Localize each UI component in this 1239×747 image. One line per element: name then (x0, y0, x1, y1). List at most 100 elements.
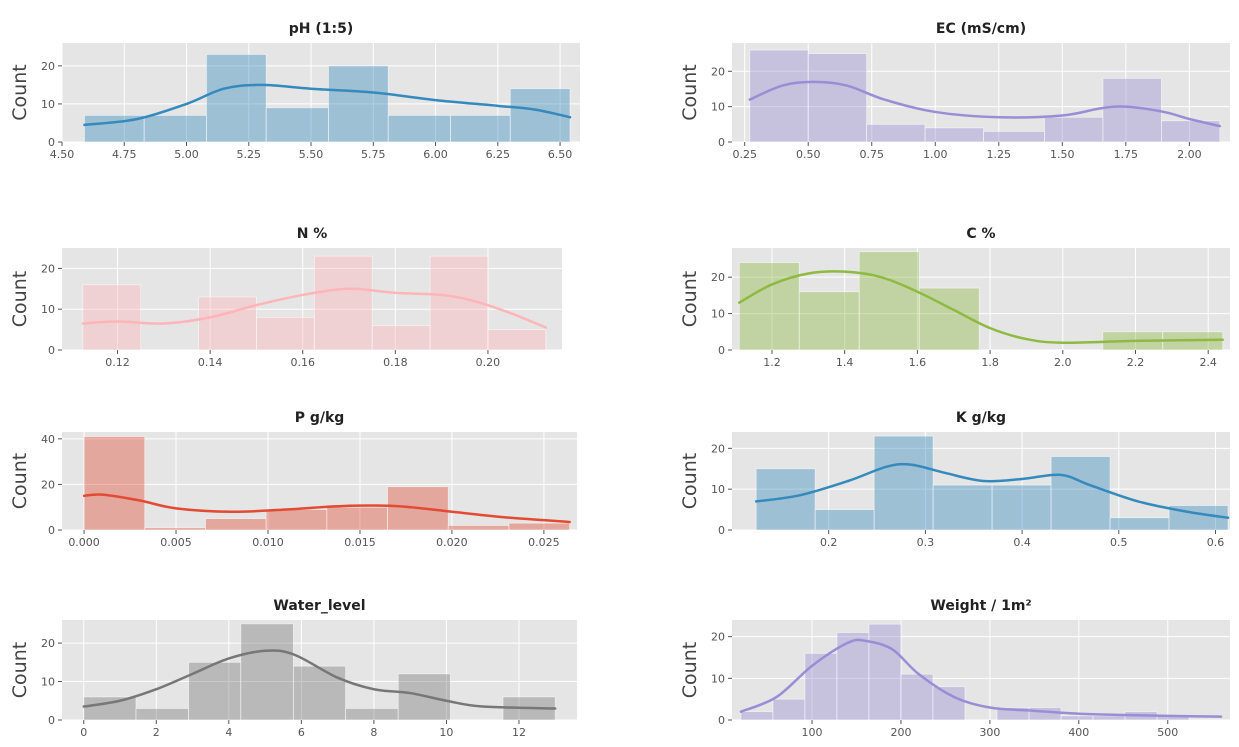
y-tick-label: 20 (711, 442, 725, 455)
histogram-bar (1044, 116, 1104, 143)
x-tick-label: 5.75 (361, 148, 386, 161)
x-tick-label: 2.0 (1054, 356, 1072, 369)
x-tick-label: 1.00 (923, 148, 948, 161)
x-tick-label: 0.010 (252, 536, 284, 549)
x-tick-label: 0.6 (1207, 536, 1225, 549)
histogram-bar (740, 711, 774, 721)
y-tick-label: 40 (41, 433, 55, 446)
x-tick-label: 300 (979, 726, 1000, 739)
x-tick-label: 1.6 (909, 356, 927, 369)
y-tick-label: 20 (41, 637, 55, 650)
x-tick-label: 0.5 (1110, 536, 1128, 549)
x-tick-label: 0.025 (528, 536, 560, 549)
plot-area (732, 248, 1230, 350)
y-tick-label: 20 (41, 262, 55, 275)
x-tick-label: 4.50 (50, 148, 75, 161)
kde-curve (748, 80, 1222, 128)
y-axis-label: Count (679, 271, 701, 327)
histogram-bar (1050, 456, 1111, 531)
chart-title: Weight / 1m² (930, 598, 1031, 614)
histogram-bar (143, 114, 207, 143)
x-tick-label: 4.75 (112, 148, 137, 161)
y-tick-label: 20 (711, 271, 725, 284)
y-axis-label: Count (9, 642, 31, 698)
y-tick-label: 10 (41, 98, 55, 111)
y-tick-label: 20 (41, 60, 55, 73)
y-tick-label: 20 (711, 65, 725, 78)
x-tick-label: 4 (225, 726, 232, 739)
x-tick-label: 0.25 (732, 148, 757, 161)
chart-panel: 0 2 4 6 8 10 12 0 10 20 Count Water_level (9, 598, 577, 739)
histogram-bar (135, 708, 189, 721)
histogram-bar (924, 127, 984, 143)
x-tick-label: 6 (298, 726, 305, 739)
x-tick-label: 0.75 (859, 148, 884, 161)
chart-title: EC (mS/cm) (936, 21, 1026, 37)
y-tick-label: 10 (711, 101, 725, 114)
histogram-bar (292, 665, 347, 721)
x-tick-label: 0.3 (917, 536, 935, 549)
x-tick-label: 1.50 (1050, 148, 1075, 161)
y-tick-label: 0 (48, 136, 55, 149)
x-tick-label: 0.14 (198, 356, 223, 369)
plot-area (62, 248, 562, 350)
histogram-bar (1109, 517, 1170, 531)
x-tick-label: 1.25 (987, 148, 1012, 161)
histogram-bar (866, 123, 926, 143)
x-tick-label: 100 (802, 726, 823, 739)
y-tick-label: 0 (48, 524, 55, 537)
x-tick-label: 0.015 (344, 536, 376, 549)
y-tick-label: 10 (41, 303, 55, 316)
x-tick-label: 200 (890, 726, 911, 739)
histogram-bar (807, 53, 868, 143)
histogram-bar (198, 296, 257, 351)
y-tick-label: 20 (711, 631, 725, 644)
x-tick-label: 8 (370, 726, 377, 739)
y-axis-label: Count (9, 453, 31, 509)
chart-panel: 0.12 0.14 0.16 0.18 0.20 0 10 20 Count N % (9, 226, 562, 369)
y-tick-label: 10 (711, 308, 725, 321)
x-tick-label: 0 (80, 726, 87, 739)
x-tick-label: 6.50 (548, 148, 573, 161)
histogram-bar (1092, 715, 1126, 721)
histogram-bar (836, 632, 870, 721)
histogram-bar (487, 329, 547, 351)
histogram-bar (868, 623, 902, 721)
x-tick-label: 1.75 (1114, 148, 1139, 161)
kde-curve (754, 462, 1230, 519)
chart-panel: 0.2 0.3 0.4 0.5 0.6 0 10 20 Count K g/kg (679, 410, 1230, 549)
histogram-bar (144, 527, 206, 531)
kde-curve (83, 83, 572, 127)
histogram-bar (205, 518, 267, 531)
histogram-bar (900, 673, 934, 721)
kde-curve (82, 493, 571, 524)
histogram-bar (265, 509, 328, 531)
histogram-bar (932, 686, 966, 721)
x-tick-label: 2.4 (1199, 356, 1217, 369)
kde-curve (739, 638, 1223, 718)
chart-title: P g/kg (295, 410, 345, 426)
chart-title: pH (1:5) (289, 21, 354, 37)
x-tick-label: 0.18 (383, 356, 408, 369)
x-tick-label: 2.00 (1177, 148, 1202, 161)
histogram-bar (447, 525, 510, 531)
x-tick-label: 0.020 (436, 536, 468, 549)
chart-panel: 4.50 4.75 5.00 5.25 5.50 5.75 6.00 6.25 6.50 0 10 2… (9, 21, 580, 161)
chart-panel: 0.25 0.50 0.75 1.00 1.25 1.50 1.75 2.00 0 10 20 Cou… (679, 21, 1230, 161)
histogram-bar (345, 708, 399, 721)
histogram-bar (328, 65, 389, 143)
x-tick-label: 500 (1157, 726, 1178, 739)
kde-curve (82, 649, 557, 710)
x-tick-label: 0.12 (105, 356, 130, 369)
x-tick-label: 2 (153, 726, 160, 739)
x-tick-label: 0.16 (290, 356, 315, 369)
histogram-bar (450, 114, 511, 143)
histogram-bar (1060, 715, 1094, 721)
histogram-bar (1028, 707, 1062, 721)
histogram-bar (82, 284, 142, 351)
plot-area (732, 43, 1230, 142)
histogram-bar (387, 114, 451, 143)
x-tick-label: 1.8 (981, 356, 999, 369)
y-tick-label: 20 (41, 478, 55, 491)
